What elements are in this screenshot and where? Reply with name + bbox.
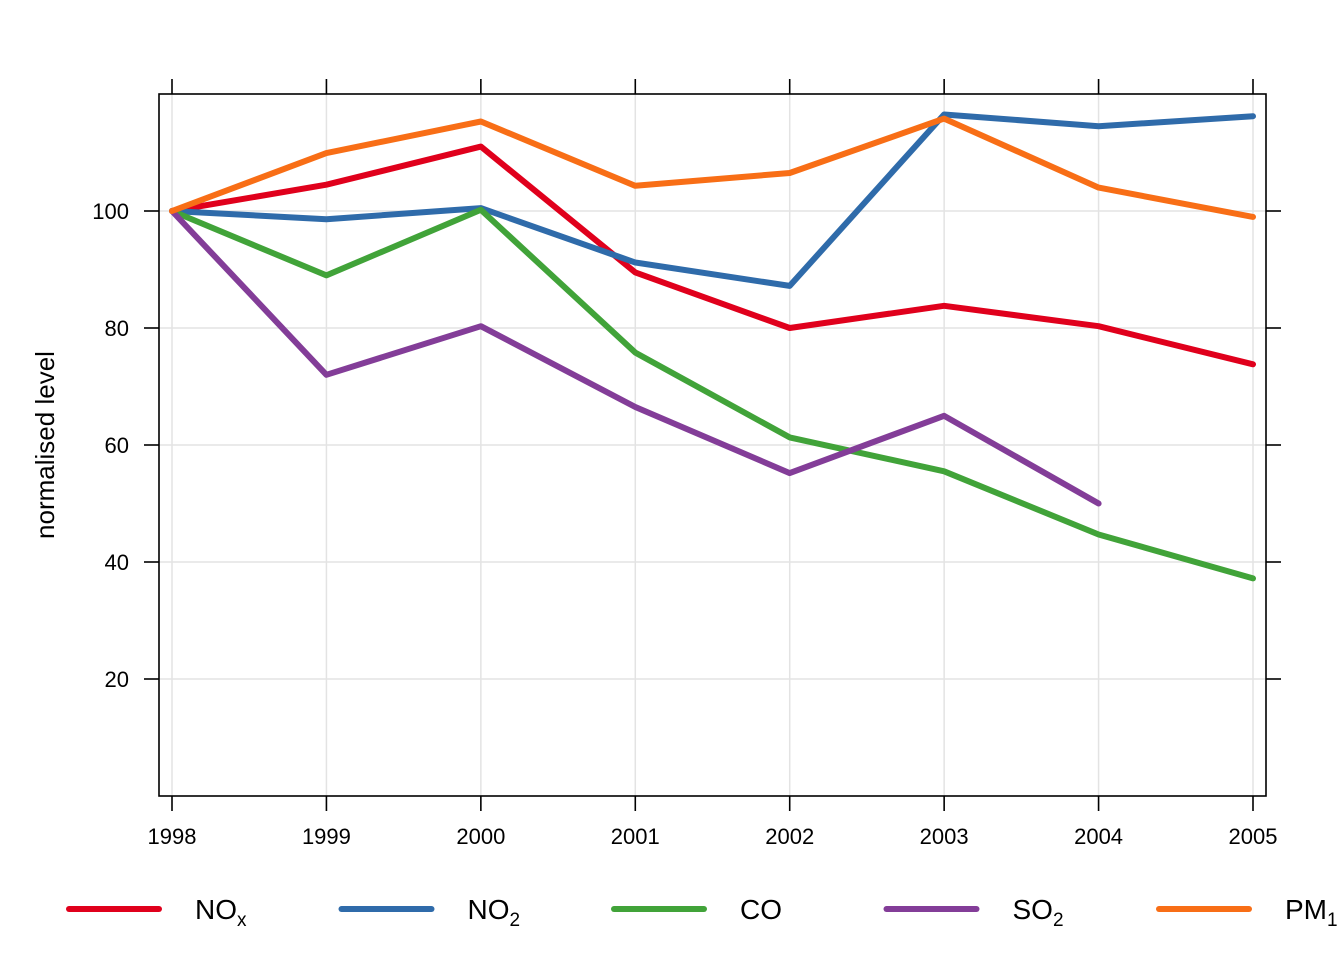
legend-label: CO [740, 894, 782, 925]
y-tick-label: 20 [105, 667, 129, 692]
legend: NOx NO2 CO SO2 PM1 [66, 894, 1338, 931]
x-axis-tick-labels: 1998 1999 2000 2001 2002 2003 2004 2005 [148, 824, 1278, 849]
legend-label: NO2 [468, 894, 521, 931]
x-tick-label: 1998 [148, 824, 197, 849]
legend-item-no2: NO2 [338, 894, 521, 931]
series-line-co [169, 206, 1256, 582]
x-tick-label: 2005 [1229, 824, 1278, 849]
legend-label: NOx [195, 894, 247, 931]
x-tick-label: 1999 [302, 824, 351, 849]
y-axis-title: normalised level [30, 351, 60, 539]
grid-lines [159, 94, 1266, 796]
series-line-no2 [169, 111, 1256, 289]
series-line-so2 [169, 208, 1102, 507]
series-lines [169, 111, 1256, 582]
legend-item-co: CO [611, 894, 782, 925]
series-line-nox [169, 143, 1256, 368]
legend-label: PM1 [1285, 894, 1338, 931]
y-tick-label: 80 [105, 316, 129, 341]
legend-label: SO2 [1013, 894, 1064, 931]
legend-item-pm1: PM1 [1156, 894, 1338, 931]
x-tick-label: 2001 [611, 824, 660, 849]
y-axis-tick-labels: 20 40 60 80 100 [92, 199, 129, 692]
x-tick-label: 2003 [920, 824, 969, 849]
y-tick-label: 40 [105, 550, 129, 575]
x-tick-label: 2000 [456, 824, 505, 849]
axis-ticks [144, 79, 1281, 811]
x-tick-label: 2002 [765, 824, 814, 849]
legend-item-nox: NOx [66, 894, 247, 931]
y-tick-label: 60 [105, 433, 129, 458]
legend-item-so2: SO2 [883, 894, 1064, 931]
x-tick-label: 2004 [1074, 824, 1123, 849]
series-line-pm1 [169, 115, 1256, 220]
y-tick-label: 100 [92, 199, 129, 224]
